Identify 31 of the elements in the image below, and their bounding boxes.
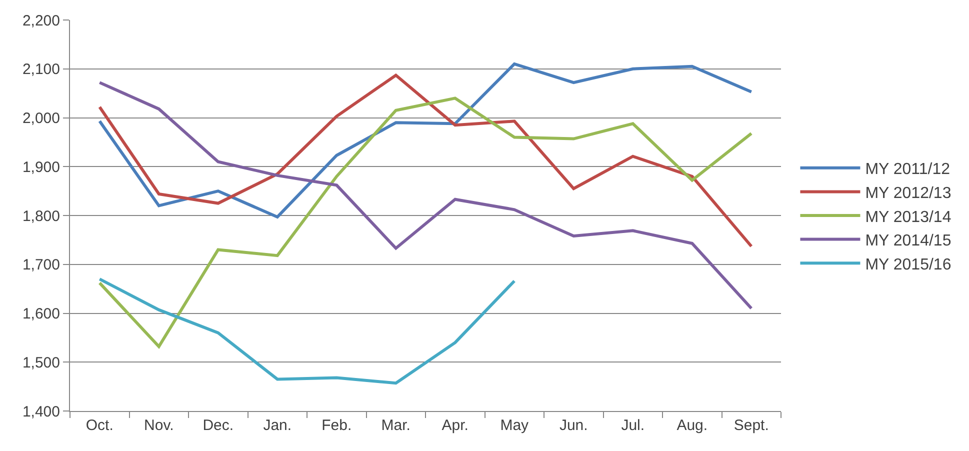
x-tick-label: Nov. xyxy=(144,417,174,434)
x-tick-label: Aug. xyxy=(676,417,708,434)
x-tick-label: May xyxy=(500,417,530,434)
line-series xyxy=(98,74,753,248)
y-tick-label: 1,800 xyxy=(22,208,60,225)
x-tick-label: Mar. xyxy=(381,417,410,434)
x-tick-label: Apr. xyxy=(442,417,468,434)
x-tick-label: Jul. xyxy=(621,417,645,434)
y-tick-label: 1,900 xyxy=(22,158,60,176)
y-tick-label: 1,400 xyxy=(22,403,60,420)
x-tick-label: Sept. xyxy=(734,417,769,434)
legend-label: MY 2011/12 xyxy=(865,161,950,178)
y-tick-label: 2,200 xyxy=(22,12,60,30)
y-tick-label: 1,600 xyxy=(22,306,60,322)
legend-label: MY 2015/16 xyxy=(865,256,952,274)
y-tick-label: 2,100 xyxy=(22,61,60,78)
y-tick-label: 1,700 xyxy=(22,256,60,274)
legend-label: MY 2012/13 xyxy=(865,184,952,202)
x-tick-label: Jun. xyxy=(559,417,588,434)
y-tick-label: 2,000 xyxy=(22,110,60,127)
legend-label: MY 2014/15 xyxy=(865,232,952,250)
line-series xyxy=(98,81,753,310)
y-tick-label: 1,500 xyxy=(22,354,60,372)
legend-label: MY 2013/14 xyxy=(865,208,952,226)
x-tick-label: Oct. xyxy=(86,417,114,434)
x-tick-label: Feb. xyxy=(322,417,352,434)
x-tick-label: Jan. xyxy=(263,417,292,434)
line-series xyxy=(98,96,753,348)
line-series xyxy=(98,278,516,385)
x-tick-label: Dec. xyxy=(202,417,234,434)
line-series xyxy=(98,62,753,218)
